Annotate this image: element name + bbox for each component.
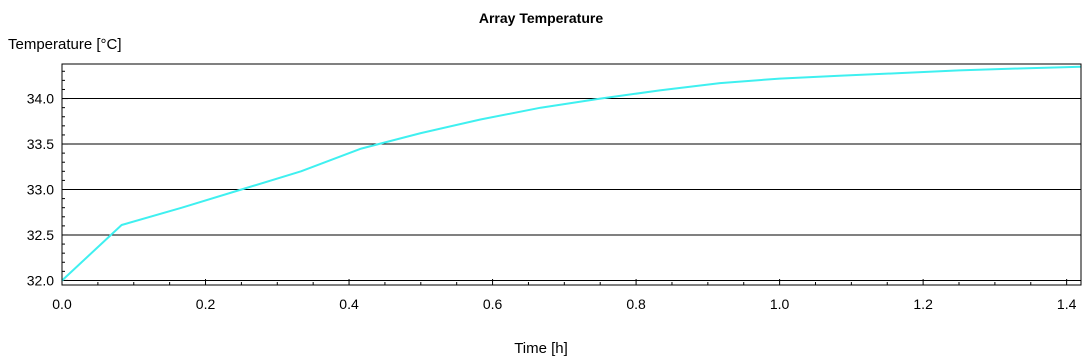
y-tick-label: 34.0 — [27, 91, 54, 107]
x-axis-label: Time [h] — [514, 340, 568, 357]
x-tick-label: 0.6 — [483, 296, 503, 312]
series-line-0 — [61, 65, 1082, 282]
x-tick-label: 0.8 — [626, 296, 646, 312]
x-tick-label: 1.2 — [913, 296, 933, 312]
series-layer — [61, 65, 1082, 282]
y-tick-labels: 32.0 32.5 33.0 33.5 34.0 — [27, 91, 54, 289]
x-tick-label: 0.4 — [339, 296, 359, 312]
x-tick-labels: 0.0 0.2 0.4 0.6 0.8 1.0 1.2 1.4 — [52, 296, 1076, 312]
x-tick-label: 1.4 — [1057, 296, 1077, 312]
chart-title: Array Temperature — [478, 10, 604, 26]
x-tick-label: 0.2 — [196, 296, 216, 312]
grid-lines — [62, 98, 1081, 281]
plot-frame — [61, 63, 1082, 286]
x-tick-label: 0.0 — [52, 296, 72, 312]
y-tick-label: 33.5 — [27, 136, 54, 152]
y-tick-label: 33.0 — [27, 182, 54, 198]
y-axis-label: Temperature [°C] — [8, 36, 122, 53]
x-tick-label: 1.0 — [770, 296, 790, 312]
y-tick-label: 32.0 — [27, 272, 54, 288]
y-tick-label: 32.5 — [27, 227, 54, 243]
